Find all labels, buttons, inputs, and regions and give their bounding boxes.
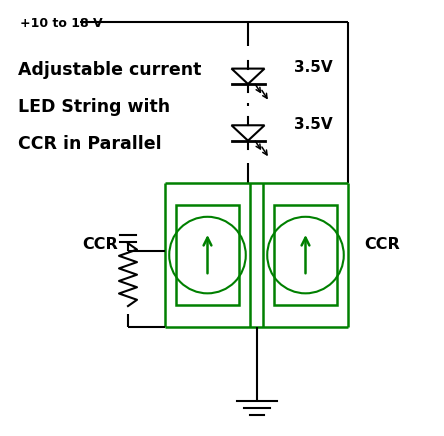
Bar — [274, 204, 337, 305]
Text: 3.5V: 3.5V — [294, 60, 333, 75]
Text: CCR: CCR — [364, 237, 400, 252]
Text: CCR: CCR — [82, 237, 118, 252]
Bar — [176, 204, 239, 305]
Text: CCR in Parallel: CCR in Parallel — [18, 135, 162, 153]
Text: +10 to 18 V: +10 to 18 V — [20, 17, 103, 31]
Text: 3.5V: 3.5V — [294, 117, 333, 132]
Text: Adjustable current: Adjustable current — [18, 61, 202, 79]
Text: LED String with: LED String with — [18, 98, 170, 116]
